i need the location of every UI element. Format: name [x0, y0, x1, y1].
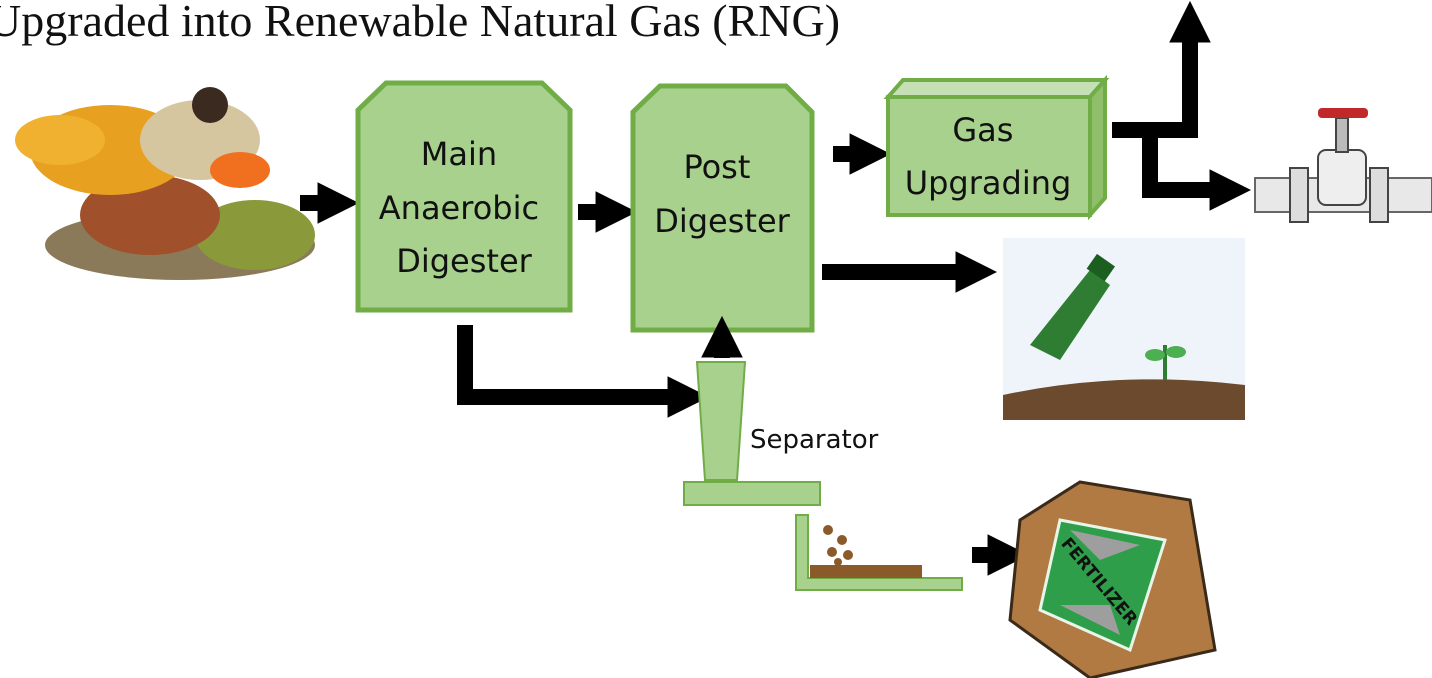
- label-line: Anaerobic: [379, 189, 539, 227]
- liquid-fertilizer-image: [1003, 238, 1245, 420]
- label-line: Upgrading: [905, 164, 1072, 202]
- arrow: [465, 325, 680, 397]
- label-line: Digester: [396, 242, 532, 280]
- pipeline-valve-image: [1255, 108, 1432, 222]
- separator-plate: [684, 482, 820, 505]
- food-waste-image: [15, 87, 315, 280]
- label-line: Main: [421, 135, 497, 173]
- diagram: Upgraded into Renewable Natural Gas (RNG…: [0, 0, 1432, 678]
- arrow: [1112, 30, 1190, 130]
- title: Upgraded into Renewable Natural Gas (RNG…: [0, 0, 840, 46]
- arrow: [1150, 130, 1222, 190]
- page: RNG process diagram {"title": "Upgraded …: [0, 0, 1432, 678]
- label-line: Gas: [952, 111, 1013, 149]
- solids: [810, 525, 922, 578]
- separator-label: Separator: [750, 425, 879, 455]
- label-line: Post: [683, 148, 750, 186]
- separator-funnel: [697, 362, 745, 480]
- solids-tray: [796, 515, 962, 590]
- label-line: Digester: [654, 202, 790, 240]
- body: Upgraded into Renewable Natural Gas (RNG…: [0, 0, 1432, 678]
- fertilizer-bag-image: FERTILIZER: [1010, 482, 1215, 678]
